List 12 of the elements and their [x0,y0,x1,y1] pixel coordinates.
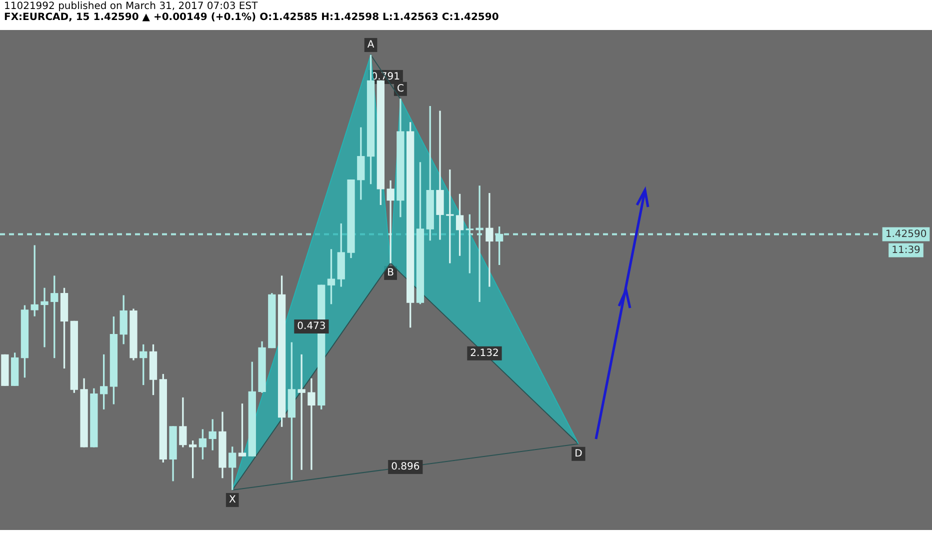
annotation: 2.132 [470,348,499,360]
chart-subtitle: FX:EURCAD, 15 1.42590 ▲ +0.00149 (+0.1%) O:1.42585 H:1.42598 L:1.42563 C:1.42590 [4,12,500,23]
annotation: C [396,84,404,95]
annotation: 0.896 [391,462,420,473]
text: 11:39 [892,244,920,256]
annotation: D [574,448,583,460]
chart-title: 11021992 published on March 31, 2017 07:03 EST [4,1,259,12]
text: 1.42590 [885,228,927,240]
text: X [228,494,236,506]
annotation: B [387,268,394,279]
text: A [367,40,374,51]
annotation: 0.473 [297,321,326,332]
